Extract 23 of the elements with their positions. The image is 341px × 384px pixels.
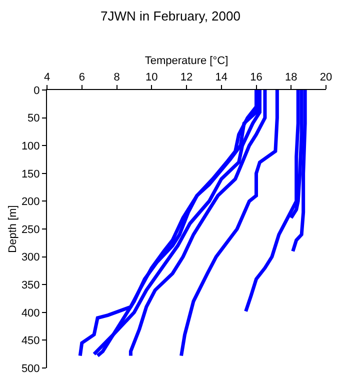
y-axis-title: Depth [m] [7, 205, 20, 253]
y-tick-label: 100 [21, 140, 40, 152]
x-tick-label: 10 [146, 72, 158, 84]
x-tick-label: 12 [180, 72, 193, 84]
y-tick-label: 150 [21, 168, 40, 180]
y-tick-label: 450 [21, 335, 40, 348]
x-tick-label: 20 [320, 72, 332, 84]
y-tick-label: 350 [21, 279, 40, 292]
x-tick-label: 4 [44, 72, 50, 84]
y-tick-label: 400 [21, 307, 40, 320]
x-tick-label: 6 [78, 72, 85, 84]
x-tick-label: 16 [250, 72, 262, 84]
y-tick-label: 500 [21, 362, 40, 375]
x-tick-label: 18 [285, 72, 298, 84]
x-tick-label: 14 [215, 72, 228, 84]
y-tick-label: 200 [21, 196, 40, 208]
y-tick-label: 250 [21, 224, 40, 236]
y-tick-label: 50 [28, 112, 40, 125]
chart-title: 7JWN in February, 2000 [100, 8, 240, 24]
x-tick-label: 8 [114, 72, 120, 84]
x-axis-title: Temperature [°C] [144, 55, 228, 68]
y-tick-label: 0 [34, 84, 40, 97]
y-tick-label: 300 [21, 252, 40, 264]
